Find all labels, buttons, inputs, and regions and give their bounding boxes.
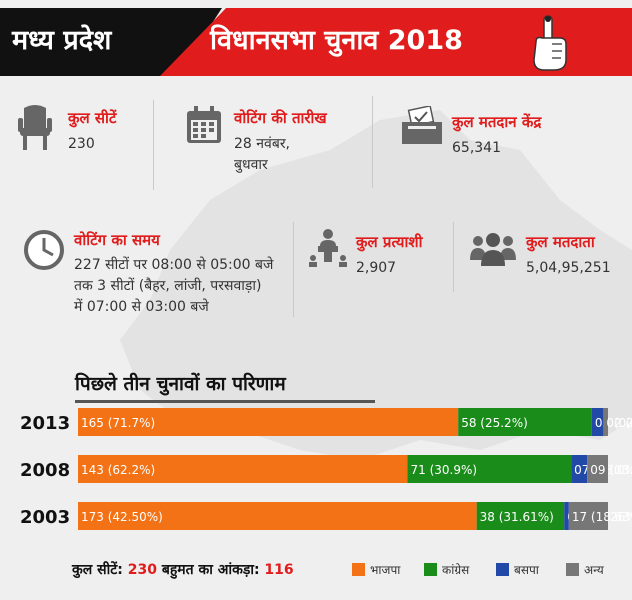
legend-label: कांग्रेस: [442, 562, 470, 577]
ballot-box-icon: [402, 106, 442, 144]
info-voting-time: वोटिंग का समय 227 सीटों पर 08:00 से 05:0…: [74, 230, 273, 318]
voting-time-line1: 227 सीटों पर 08:00 से 05:00 बजे: [74, 257, 274, 273]
voting-time-label: वोटिंग का समय: [74, 231, 160, 249]
bar-data-label: 17 (18.63%): [572, 510, 632, 524]
bar-data-label: 173 (42.50%): [81, 510, 163, 524]
bar-segment: [78, 502, 477, 530]
year-label: 2013: [20, 413, 70, 434]
legend-swatch: [352, 562, 365, 576]
divider: [453, 222, 454, 292]
legend-item-bjp: भाजपा: [352, 561, 400, 577]
chair-icon: [18, 105, 52, 150]
info-candidates: कुल प्रत्याशी 2,907: [356, 232, 422, 279]
bar-data-label: 38 (31.61%): [480, 510, 554, 524]
bar-data-label: 58 (25.2%): [461, 416, 528, 430]
seats-value: 230: [68, 136, 95, 152]
chart-title-underline: [75, 400, 375, 403]
bar-segment: [458, 408, 592, 436]
divider: [153, 100, 154, 190]
bar-data-label: 02 (00.9%): [606, 416, 632, 430]
footer-majority-label: बहुमत का आंकड़ा:: [161, 562, 260, 578]
people-group-icon: [470, 233, 516, 266]
bar-segment: [476, 502, 565, 530]
bar-data-label: 143 (62.2%): [81, 463, 155, 477]
bar-segment: [571, 455, 588, 483]
info-seats: कुल सीटें 230: [68, 108, 117, 155]
candidate-podium-icon: [309, 229, 347, 267]
legend-label: बसपा: [514, 562, 539, 577]
bar-segment: [78, 455, 408, 483]
bar-segment: [591, 408, 604, 436]
candidates-label: कुल प्रत्याशी: [356, 233, 423, 251]
calendar-icon: [187, 106, 221, 143]
footer-seats-value: 230: [127, 562, 157, 578]
footer-majority-value: 116: [264, 562, 294, 578]
state-name: मध्य प्रदेश: [12, 25, 112, 56]
bar-data-label: 165 (71.7%): [81, 416, 155, 430]
voters-value: 5,04,95,251: [526, 260, 611, 276]
legend-swatch: [566, 562, 579, 576]
voting-time-line3: में 07:00 से 03:00 बजे: [74, 299, 209, 315]
voters-label: कुल मतदाता: [526, 233, 595, 251]
footer-seats-label: कुल सीटें:: [72, 562, 123, 578]
bar-data-label: 09 (03.9%): [590, 463, 632, 477]
clock-icon: [24, 230, 64, 270]
voting-finger-icon: [533, 15, 567, 71]
divider: [372, 96, 373, 188]
info-voting-date: वोटिंग की तारीख 28 नवंबर, बुधवार: [234, 108, 327, 176]
seats-label: कुल सीटें: [68, 109, 117, 127]
voting-date-line1: 28 नवंबर,: [234, 136, 290, 152]
year-label: 2003: [20, 507, 70, 528]
bar-segment: [564, 502, 569, 530]
voting-time-line2: तक 3 सीटों (बैहर, लांजी, परसवाड़ा): [74, 278, 262, 294]
bar-segment: [568, 502, 608, 530]
legend-item-congress: कांग्रेस: [424, 561, 469, 577]
polling-centers-label: कुल मतदान केंद्र: [452, 113, 542, 131]
legend-swatch: [496, 562, 509, 576]
legend-swatch: [424, 562, 437, 576]
info-polling-centers: कुल मतदान केंद्र 65,341: [452, 112, 541, 159]
legend-label: भाजपा: [370, 562, 401, 577]
info-voters: कुल मतदाता 5,04,95,251: [526, 232, 611, 279]
bar-segment: [407, 455, 572, 483]
bar-segment: [603, 408, 608, 436]
voting-date-line2: बुधवार: [234, 157, 268, 173]
bar-data-label: 71 (30.9%): [411, 463, 478, 477]
legend-item-others: अन्य: [566, 561, 604, 577]
candidates-value: 2,907: [356, 260, 397, 276]
voting-date-label: वोटिंग की तारीख: [234, 109, 327, 127]
bar-segment: [587, 455, 608, 483]
polling-centers-value: 65,341: [452, 140, 501, 156]
divider: [293, 222, 294, 317]
chart-title: पिछले तीन चुनावों का परिणाम: [75, 373, 286, 395]
footer-summary: कुल सीटें: 230 बहुमत का आंकड़ा: 116: [72, 560, 294, 579]
bar-segment: [78, 408, 459, 436]
year-label: 2008: [20, 460, 70, 481]
legend-label: अन्य: [584, 562, 604, 577]
legend-item-bsp: बसपा: [496, 561, 539, 577]
election-title: विधानसभा चुनाव 2018: [210, 25, 463, 56]
